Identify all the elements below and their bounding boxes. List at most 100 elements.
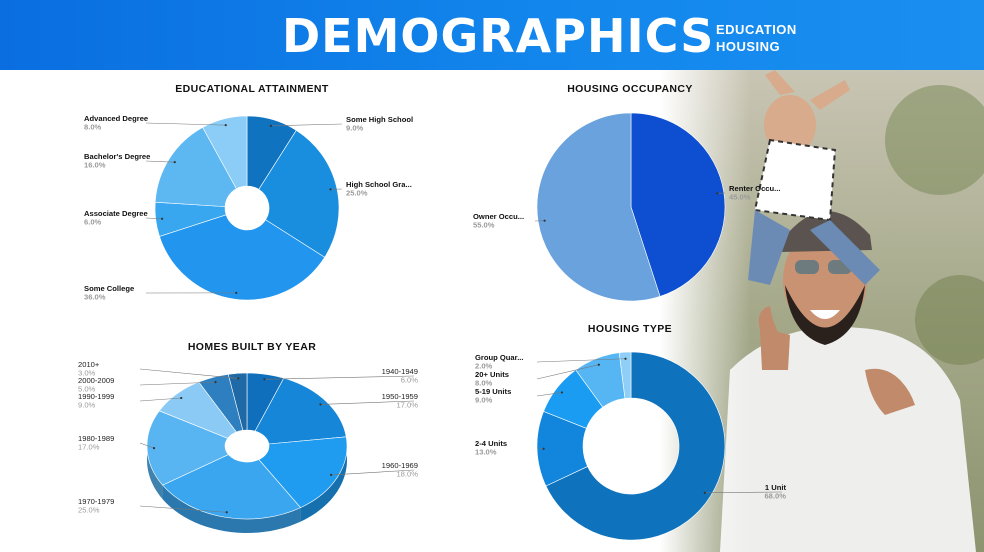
slice-label-high-school-gra: High School Gra... xyxy=(346,180,412,189)
slice-label-bachelor-s-degree: Bachelor's Degree xyxy=(84,152,150,161)
slice-label-1-unit: 1 Unit xyxy=(765,483,787,492)
slice-label-group-quar: Group Quar... xyxy=(475,353,524,362)
slice-label-1950-1959: 1950-1959 xyxy=(382,392,418,401)
slice-value-1950-1959: 17.0% xyxy=(396,401,418,410)
chart-title-homes-built-by-year: HOMES BUILT BY YEAR xyxy=(188,341,316,353)
leader-line-20-units xyxy=(536,364,599,380)
leader-dot-2010 xyxy=(237,377,240,380)
slice-group-quar xyxy=(618,351,632,399)
slice-value-1970-1979: 25.0% xyxy=(78,506,100,515)
leader-dot-1980-1989 xyxy=(152,447,156,450)
slice-label-2-4-units: 2-4 Units xyxy=(475,439,507,448)
slice-label-5-19-units: 5-19 Units xyxy=(475,387,511,396)
slice-value-2-4-units: 13.0% xyxy=(475,448,497,457)
slice-owner-occu xyxy=(536,112,661,302)
leader-dot-2000-2009 xyxy=(214,381,217,384)
slice-value-advanced-degree: 8.0% xyxy=(84,123,102,132)
chart-title-housing-type: HOUSING TYPE xyxy=(588,323,672,335)
homes-built-by-year-chart: 1940-19496.0%1950-195917.0%1960-196918.0… xyxy=(78,360,418,533)
leader-line-1970-1979 xyxy=(139,505,227,513)
leader-line-some-high-school xyxy=(270,123,343,127)
leader-line-bachelor-s-degree xyxy=(145,160,175,163)
leader-line-1-unit xyxy=(704,491,783,494)
slice-label-1970-1979: 1970-1979 xyxy=(78,497,114,506)
leader-dot-some-college xyxy=(235,291,238,294)
slice-label-advanced-degree: Advanced Degree xyxy=(84,114,148,123)
leader-dot-owner-occu xyxy=(543,219,546,222)
slice-value-2010: 3.0% xyxy=(78,369,96,378)
leader-dot-renter-occu xyxy=(716,192,719,195)
slice-value-1-unit: 68.0% xyxy=(764,492,786,501)
leader-dot-1-unit xyxy=(703,491,706,494)
slice-value-associate-degree: 6.0% xyxy=(84,218,102,227)
slice-advanced-degree xyxy=(202,115,248,190)
slice-label-some-high-school: Some High School xyxy=(346,115,413,124)
slice-value-owner-occu: 55.0% xyxy=(473,221,495,230)
leader-dot-1940-1949 xyxy=(263,378,266,381)
slice-value-some-high-school: 9.0% xyxy=(346,124,364,133)
leader-dot-associate-degree xyxy=(161,217,164,220)
leader-dot-1970-1979 xyxy=(225,511,228,514)
slice-label-owner-occu: Owner Occu... xyxy=(473,212,524,221)
slice-some-college xyxy=(159,214,326,301)
slice-high-school-gra xyxy=(258,129,340,258)
housing-occupancy-chart: Renter Occu...45.0% Owner Occu...55.0% xyxy=(473,112,780,302)
leader-line-associate-degree xyxy=(145,217,163,220)
page-title: DEMOGRAPHICS xyxy=(282,9,715,63)
slice-value-20-units: 8.0% xyxy=(475,379,493,388)
slice-value-some-college: 36.0% xyxy=(84,293,106,302)
leader-dot-1960-1969 xyxy=(330,473,333,477)
slice-value-2000-2009: 5.0% xyxy=(78,385,96,394)
slice-1-unit xyxy=(545,351,726,541)
slice-label-1980-1989: 1980-1989 xyxy=(78,434,114,443)
slice-label-renter-occu: Renter Occu... xyxy=(729,184,780,193)
leader-dot-advanced-degree xyxy=(224,124,227,127)
leader-dot-2-4-units xyxy=(542,447,545,450)
slice-bachelor-s-degree xyxy=(154,126,237,207)
slice-label-some-college: Some College xyxy=(84,284,134,293)
leader-dot-1950-1959 xyxy=(319,403,322,406)
slice-value-1960-1969: 18.0% xyxy=(396,470,418,479)
leader-line-1940-1949 xyxy=(264,375,415,380)
header-subtitle-education: EDUCATION xyxy=(716,22,797,37)
slice-renter-occu xyxy=(630,112,726,297)
slice-value-5-19-units: 9.0% xyxy=(475,396,493,405)
slice-label-2000-2009: 2000-2009 xyxy=(78,376,114,385)
donut-hole xyxy=(225,430,269,462)
slice-value-1980-1989: 17.0% xyxy=(78,443,100,452)
slice-value-1940-1949: 6.0% xyxy=(401,376,419,385)
header-banner: DEMOGRAPHICS EDUCATION HOUSING xyxy=(0,0,984,70)
slice-side-1960-1969 xyxy=(300,436,347,522)
leader-line-2000-2009 xyxy=(139,381,216,386)
slice-value-renter-occu: 45.0% xyxy=(729,193,751,202)
slice-value-high-school-gra: 25.0% xyxy=(346,189,368,198)
leader-line-2-4-units xyxy=(536,447,544,450)
chart-title-educational-attainment: EDUCATIONAL ATTAINMENT xyxy=(175,83,329,95)
leader-line-5-19-units xyxy=(536,392,562,397)
slice-label-associate-degree: Associate Degree xyxy=(84,209,148,218)
slice-label-1960-1969: 1960-1969 xyxy=(382,461,418,470)
slice-side-1970-1979 xyxy=(162,485,301,533)
slice-label-1940-1949: 1940-1949 xyxy=(382,367,418,376)
leader-dot-group-quar xyxy=(624,357,627,360)
chart-title-housing-occupancy: HOUSING OCCUPANCY xyxy=(567,83,693,95)
slice-label-20-units: 20+ Units xyxy=(475,370,509,379)
leader-line-group-quar xyxy=(536,358,626,363)
leader-line-1950-1959 xyxy=(320,400,415,405)
slice-value-1990-1999: 9.0% xyxy=(78,401,96,410)
leader-dot-bachelor-s-degree xyxy=(173,161,176,164)
leader-dot-1990-1999 xyxy=(180,396,183,400)
leader-line-1990-1999 xyxy=(139,397,182,402)
slice-label-2010: 2010+ xyxy=(78,360,100,369)
header-subtitle-housing: HOUSING xyxy=(716,39,781,54)
slice-value-bachelor-s-degree: 16.0% xyxy=(84,161,106,170)
leader-line-2010 xyxy=(139,368,239,379)
leader-dot-high-school-gra xyxy=(329,188,332,191)
leader-line-advanced-degree xyxy=(145,122,226,126)
leader-line-1980-1989 xyxy=(139,442,155,449)
leader-dot-20-units xyxy=(597,363,600,366)
leader-dot-some-high-school xyxy=(269,124,272,127)
